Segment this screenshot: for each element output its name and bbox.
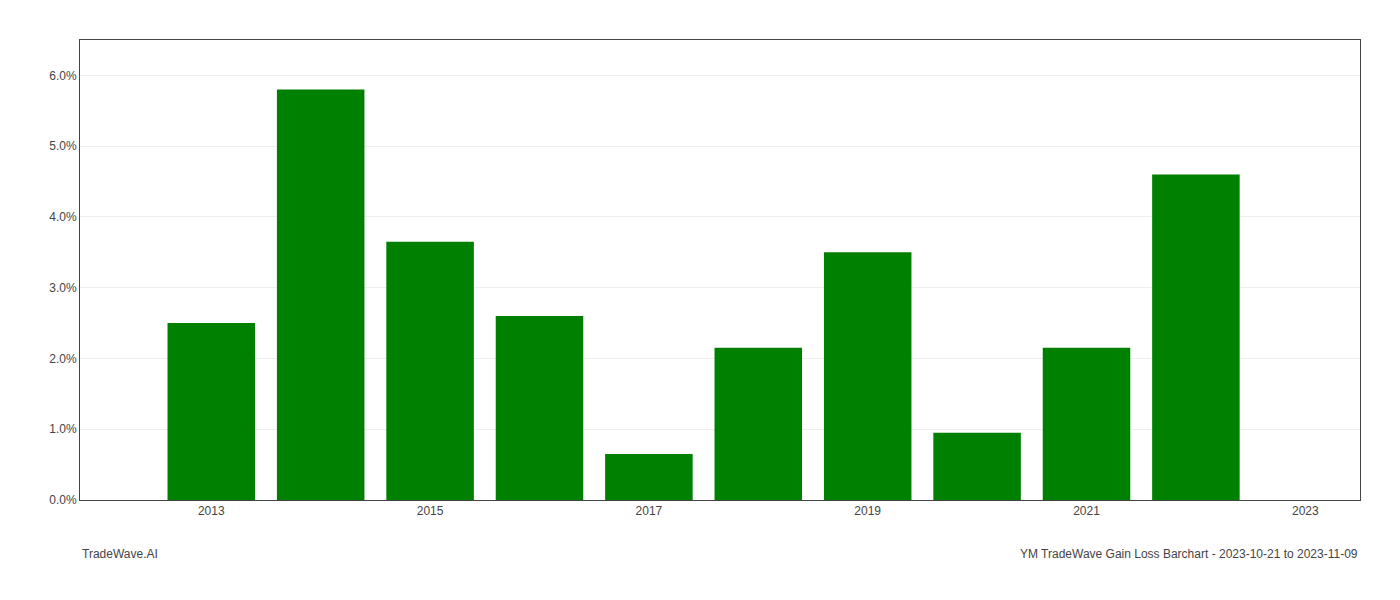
svg-text:2019: 2019: [854, 504, 881, 518]
svg-text:6.0%: 6.0%: [49, 69, 77, 83]
svg-text:TradeWave.AI: TradeWave.AI: [82, 547, 158, 561]
svg-text:YM TradeWave Gain Loss Barchar: YM TradeWave Gain Loss Barchart - 2023-1…: [1020, 547, 1358, 561]
svg-text:1.0%: 1.0%: [49, 422, 77, 436]
svg-text:2017: 2017: [636, 504, 663, 518]
svg-text:2013: 2013: [198, 504, 225, 518]
svg-text:3.0%: 3.0%: [49, 281, 77, 295]
svg-text:2015: 2015: [417, 504, 444, 518]
svg-text:4.0%: 4.0%: [49, 210, 77, 224]
svg-text:2.0%: 2.0%: [49, 352, 77, 366]
svg-text:5.0%: 5.0%: [49, 139, 77, 153]
svg-text:2023: 2023: [1292, 504, 1319, 518]
svg-text:0.0%: 0.0%: [49, 493, 77, 507]
svg-text:2021: 2021: [1073, 504, 1100, 518]
